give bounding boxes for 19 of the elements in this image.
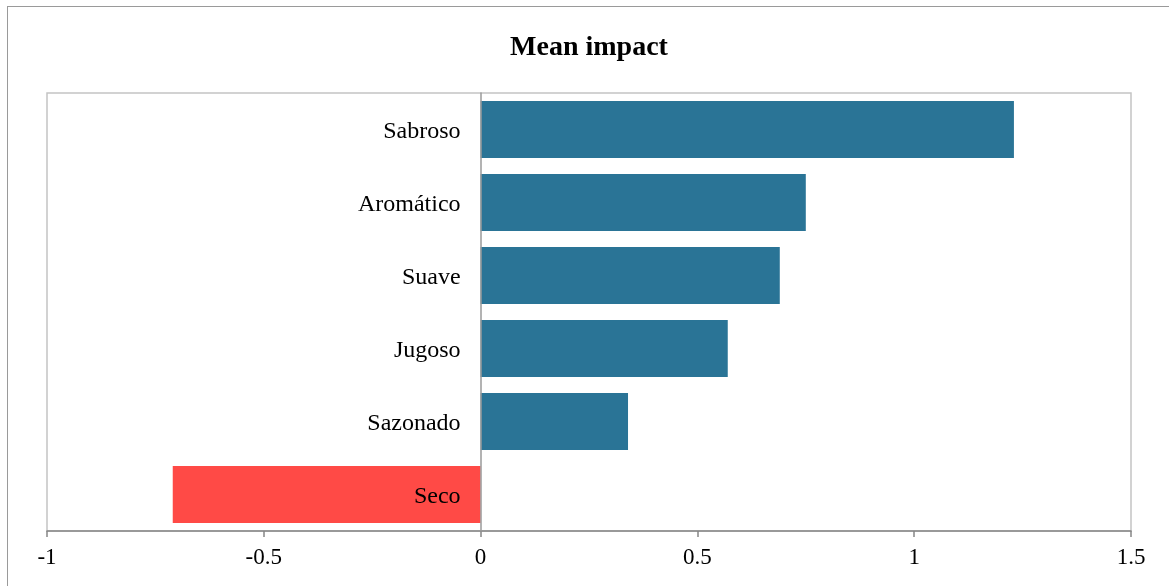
bar xyxy=(172,466,481,523)
bar xyxy=(480,393,629,450)
y-tick-label: Sabroso xyxy=(383,116,461,143)
y-tick-label: Sazonado xyxy=(367,408,461,435)
chart-title: Mean impact xyxy=(510,29,669,61)
x-tick-label: 0.5 xyxy=(683,544,712,569)
y-tick-label: Jugoso xyxy=(393,335,461,362)
bar xyxy=(480,174,806,231)
x-tick-label: -0.5 xyxy=(245,544,283,569)
y-tick-label: Seco xyxy=(413,481,461,508)
y-tick-label: Suave xyxy=(401,262,461,289)
x-tick-label: -1 xyxy=(37,544,57,569)
y-tick-label: Aromático xyxy=(357,189,461,216)
bar xyxy=(480,101,1014,158)
bar xyxy=(480,247,780,304)
x-tick-label: 0 xyxy=(474,544,487,569)
x-tick-label: 1 xyxy=(908,544,920,569)
x-tick-label: 1.5 xyxy=(1116,544,1146,569)
bar xyxy=(480,320,728,377)
